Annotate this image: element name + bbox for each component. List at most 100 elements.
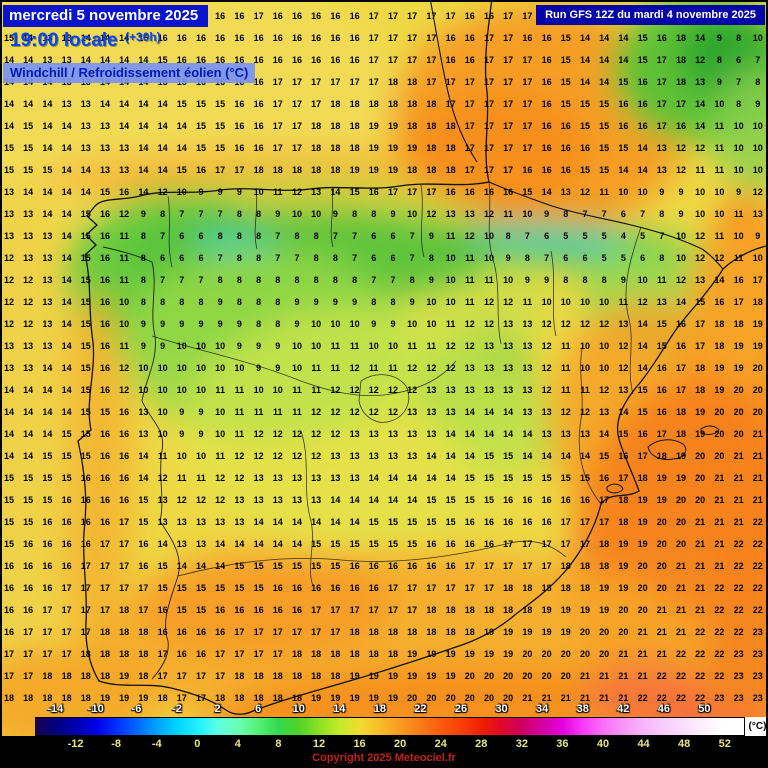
grid-value: 8 bbox=[736, 33, 742, 43]
grid-value: 17 bbox=[311, 99, 322, 109]
grid-value: 12 bbox=[618, 363, 629, 373]
grid-value: 18 bbox=[695, 363, 706, 373]
grid-value: 16 bbox=[99, 297, 111, 307]
grid-value: 14 bbox=[23, 429, 34, 439]
grid-value: 12 bbox=[387, 385, 399, 395]
grid-value: 13 bbox=[3, 363, 15, 373]
grid-value: 13 bbox=[445, 209, 456, 219]
grid-value: 10 bbox=[195, 385, 207, 395]
grid-value: 19 bbox=[483, 627, 495, 637]
grid-value: 6 bbox=[371, 253, 377, 263]
grid-value: 13 bbox=[42, 231, 53, 241]
grid-value: 13 bbox=[522, 407, 533, 417]
grid-value: 14 bbox=[541, 187, 552, 197]
grid-value: 12 bbox=[119, 209, 130, 219]
grid-value: 23 bbox=[733, 671, 744, 681]
grid-value: 11 bbox=[273, 407, 283, 417]
grid-value: 10 bbox=[330, 319, 341, 329]
grid-value: 12 bbox=[157, 187, 168, 197]
grid-value: 14 bbox=[42, 209, 53, 219]
grid-value: 12 bbox=[311, 429, 322, 439]
grid-value: 22 bbox=[752, 561, 763, 571]
grid-value: 7 bbox=[544, 253, 550, 263]
grid-value: 12 bbox=[503, 297, 514, 307]
grid-value: 17 bbox=[80, 605, 91, 615]
grid-value: 18 bbox=[503, 605, 514, 615]
colorbar-tick-bottom: 16 bbox=[353, 738, 366, 750]
grid-value: 17 bbox=[464, 143, 475, 153]
grid-value: 19 bbox=[407, 649, 418, 659]
grid-value: 18 bbox=[541, 583, 552, 593]
grid-value: 12 bbox=[541, 363, 552, 373]
grid-value: 12 bbox=[387, 407, 399, 417]
grid-value: 15 bbox=[560, 55, 571, 65]
grid-value: 17 bbox=[483, 55, 495, 65]
grid-value: 15 bbox=[618, 429, 629, 439]
grid-value: 11 bbox=[657, 275, 667, 285]
grid-value: 17 bbox=[503, 165, 514, 175]
grid-value: 10 bbox=[157, 363, 168, 373]
grid-value: 10 bbox=[195, 363, 207, 373]
grid-value: 7 bbox=[275, 253, 281, 263]
grid-value: 11 bbox=[561, 385, 571, 395]
grid-value: 16 bbox=[560, 165, 571, 175]
grid-value: 10 bbox=[752, 165, 763, 175]
grid-value: 16 bbox=[99, 429, 111, 439]
grid-value: 16 bbox=[99, 517, 111, 527]
grid-value: 17 bbox=[656, 77, 667, 87]
grid-value: 16 bbox=[234, 605, 245, 615]
grid-value: 16 bbox=[368, 583, 379, 593]
grid-value: 14 bbox=[61, 297, 72, 307]
grid-value: 17 bbox=[311, 605, 322, 615]
grid-value: 10 bbox=[176, 451, 187, 461]
grid-value: 15 bbox=[138, 33, 149, 43]
grid-value: 12 bbox=[157, 473, 168, 483]
grid-value: 13 bbox=[656, 143, 667, 153]
grid-value: 9 bbox=[198, 429, 204, 439]
colorbar-tick-bottom: 48 bbox=[678, 738, 691, 750]
grid-value: 10 bbox=[637, 187, 648, 197]
grid-value: 15 bbox=[234, 583, 245, 593]
grid-value: 8 bbox=[332, 275, 338, 285]
grid-value: 13 bbox=[407, 407, 418, 417]
grid-value: 19 bbox=[387, 165, 399, 175]
grid-value: 14 bbox=[176, 143, 187, 153]
grid-value: 13 bbox=[157, 517, 168, 527]
grid-value: 14 bbox=[119, 55, 130, 65]
grid-value: 7 bbox=[217, 253, 223, 263]
grid-value: 7 bbox=[179, 275, 185, 285]
grid-value: 18 bbox=[253, 165, 264, 175]
grid-value: 19 bbox=[618, 539, 629, 549]
grid-value: 10 bbox=[733, 165, 744, 175]
grid-value: 14 bbox=[176, 121, 187, 131]
colorbar-tick-top: 30 bbox=[495, 703, 508, 715]
grid-value: 15 bbox=[61, 451, 72, 461]
grid-value: 11 bbox=[618, 297, 629, 307]
grid-value: 11 bbox=[253, 407, 264, 417]
grid-value: 17 bbox=[656, 429, 667, 439]
grid-value: 15 bbox=[195, 121, 207, 131]
grid-value: 16 bbox=[253, 121, 264, 131]
grid-value: 12 bbox=[23, 275, 34, 285]
grid-value: 13 bbox=[330, 473, 341, 483]
grid-value: 14 bbox=[61, 341, 72, 351]
grid-value: 13 bbox=[579, 429, 591, 439]
grid-value: 10 bbox=[637, 275, 648, 285]
grid-value: 22 bbox=[714, 649, 725, 659]
grid-value: 8 bbox=[236, 253, 242, 263]
grid-value: 17 bbox=[157, 671, 168, 681]
grid-value: 13 bbox=[695, 77, 706, 87]
grid-value: 18 bbox=[311, 165, 322, 175]
grid-value: 18 bbox=[368, 649, 379, 659]
grid-value: 18 bbox=[99, 649, 111, 659]
grid-value: 19 bbox=[387, 693, 399, 703]
grid-value: 7 bbox=[409, 231, 415, 241]
grid-value: 20 bbox=[579, 627, 591, 637]
grid-value: 18 bbox=[138, 671, 149, 681]
grid-value: 10 bbox=[157, 407, 168, 417]
grid-value: 15 bbox=[23, 473, 34, 483]
grid-value: 17 bbox=[234, 649, 245, 659]
grid-value: 20 bbox=[579, 649, 591, 659]
grid-value: 15 bbox=[80, 253, 91, 263]
